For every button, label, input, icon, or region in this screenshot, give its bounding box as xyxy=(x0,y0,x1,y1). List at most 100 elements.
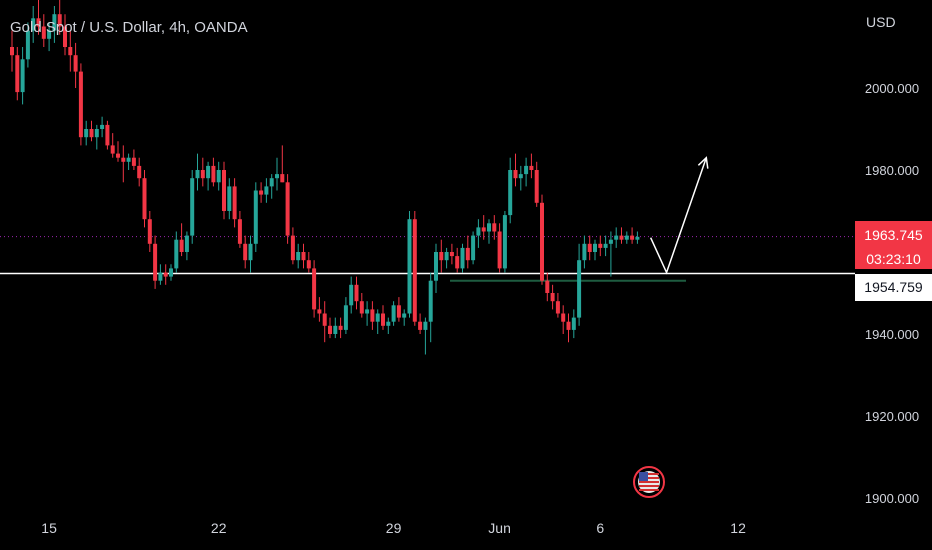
candle xyxy=(529,153,534,179)
candle xyxy=(418,313,423,334)
candle xyxy=(322,301,327,343)
candle xyxy=(396,297,401,322)
candle xyxy=(550,284,555,310)
candle xyxy=(174,231,179,273)
candle xyxy=(545,272,550,302)
candle xyxy=(163,264,168,285)
candle xyxy=(333,317,338,339)
candle xyxy=(264,178,269,203)
candle xyxy=(534,161,539,207)
candle xyxy=(312,260,317,318)
time-tick-label: 6 xyxy=(596,520,604,536)
candle xyxy=(84,120,89,146)
drawings[interactable] xyxy=(649,156,709,275)
candle xyxy=(147,211,152,252)
candle xyxy=(280,145,285,183)
last-price-label: 1963.745 xyxy=(855,221,932,249)
candle xyxy=(41,14,46,47)
candle xyxy=(502,211,507,273)
candle xyxy=(577,243,582,326)
level-price-label[interactable]: 1954.759 xyxy=(855,274,932,301)
candle xyxy=(386,317,391,334)
candle xyxy=(359,293,364,318)
candle xyxy=(598,235,603,257)
candle xyxy=(142,170,147,228)
candle xyxy=(94,124,99,150)
candle xyxy=(407,211,412,318)
candle xyxy=(137,157,142,187)
time-tick-label: 22 xyxy=(211,520,227,536)
candle xyxy=(513,153,518,187)
candle xyxy=(497,223,502,273)
candle xyxy=(317,297,322,322)
candle xyxy=(614,227,619,248)
candle xyxy=(78,63,83,146)
candle xyxy=(89,120,94,142)
candle xyxy=(285,174,290,244)
candle xyxy=(126,153,131,170)
candle xyxy=(121,145,126,183)
candle xyxy=(423,317,428,355)
candle xyxy=(635,231,640,244)
candle xyxy=(211,157,216,187)
candle xyxy=(354,276,359,310)
candle xyxy=(237,211,242,248)
candle xyxy=(57,0,62,35)
horizontal-lines xyxy=(0,236,855,282)
price-tick-label: 1900.000 xyxy=(865,491,919,506)
candle xyxy=(275,157,279,191)
price-tick-label: 1980.000 xyxy=(865,163,919,178)
candle xyxy=(15,47,20,101)
arrow-head-icon xyxy=(697,156,709,169)
candle xyxy=(328,317,332,339)
candle xyxy=(587,235,592,261)
candle xyxy=(36,0,41,35)
candle xyxy=(343,297,348,334)
time-tick-label: 29 xyxy=(386,520,402,536)
candle xyxy=(306,252,311,273)
candle xyxy=(116,141,120,162)
time-scale-ticks: 15 22 29 Jun 6 12 xyxy=(41,520,746,536)
candle xyxy=(381,305,385,330)
candle xyxy=(593,239,597,261)
candle xyxy=(428,272,433,343)
candle xyxy=(492,215,497,240)
candle xyxy=(20,47,25,105)
candle xyxy=(444,247,449,269)
candle xyxy=(10,30,14,72)
candle xyxy=(269,174,274,199)
candle xyxy=(25,22,30,68)
candle xyxy=(630,227,635,244)
candle xyxy=(47,22,52,52)
candle xyxy=(206,161,211,191)
candle xyxy=(153,235,158,289)
candle xyxy=(296,243,301,269)
candle xyxy=(481,215,486,240)
candle xyxy=(561,305,566,334)
price-tick-label: 2000.000 xyxy=(865,81,919,96)
time-tick-label: Jun xyxy=(488,520,511,536)
candle xyxy=(476,219,481,248)
candle xyxy=(455,247,460,273)
candle xyxy=(370,301,375,330)
candle xyxy=(110,133,115,158)
candle xyxy=(248,235,253,273)
bar-countdown: 03:23:10 xyxy=(855,249,932,269)
candle xyxy=(619,227,624,244)
candle xyxy=(555,293,560,318)
candle xyxy=(131,149,136,170)
candle xyxy=(190,170,195,244)
candle xyxy=(375,309,380,334)
candle xyxy=(253,182,258,252)
projection-path[interactable] xyxy=(649,157,708,275)
candle xyxy=(184,231,189,261)
candle xyxy=(434,243,438,293)
candle xyxy=(63,14,67,56)
candle xyxy=(471,231,476,265)
candles xyxy=(10,0,640,355)
candle xyxy=(52,6,57,43)
us-flag-icon[interactable] xyxy=(633,466,665,498)
candle xyxy=(31,6,36,43)
candle xyxy=(179,223,184,257)
